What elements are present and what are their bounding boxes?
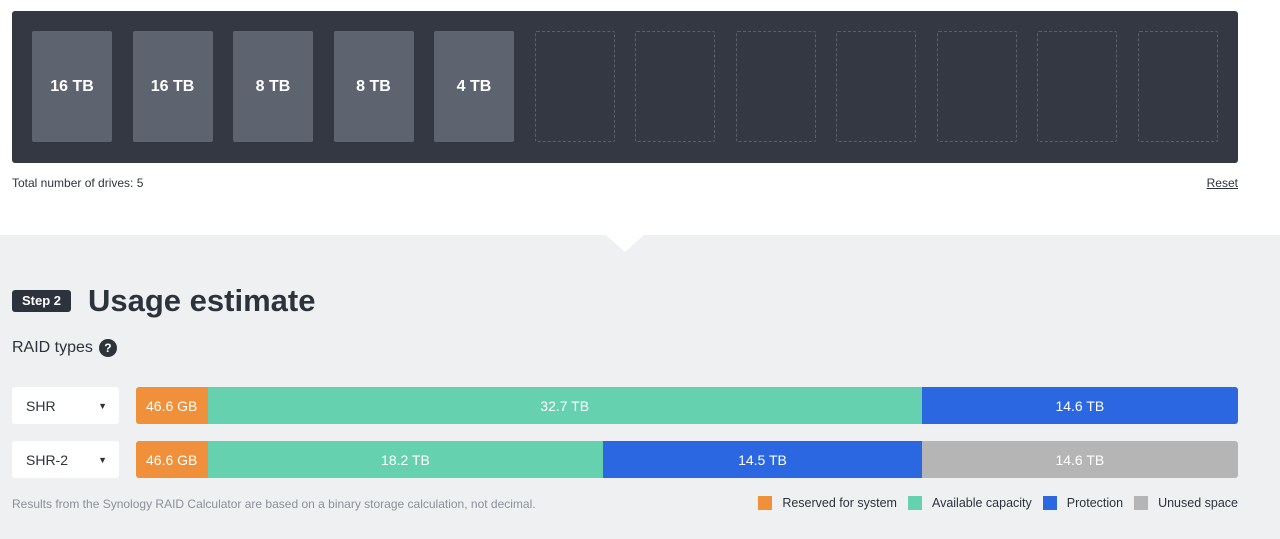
help-icon[interactable]: ?: [98, 339, 117, 357]
available-segment: 18.2 TB: [207, 441, 604, 478]
raid-select-value: SHR-2: [26, 451, 69, 468]
drive-capacity-label: 16 TB: [50, 77, 94, 95]
legend-label: Available capacity: [931, 496, 1032, 510]
legend-swatch: [758, 496, 773, 510]
reserved-segment: 46.6 GB: [136, 441, 208, 478]
raid-type-select-shr[interactable]: SHR ▼: [12, 387, 119, 424]
total-drives-count: Total number of drives: 5: [12, 176, 144, 190]
legend-item-protection: Protection: [1042, 496, 1124, 510]
drive-slot-filled[interactable]: 16 TB: [132, 31, 213, 142]
legend-item-reserved: Reserved for system: [758, 496, 897, 510]
drive-slot-empty[interactable]: [836, 31, 916, 142]
drive-capacity-label: 8 TB: [255, 77, 291, 95]
raid-types-text: RAID types: [12, 339, 93, 356]
drive-capacity-label: 16 TB: [150, 77, 195, 95]
chevron-down-icon: ▼: [98, 400, 107, 411]
reserved-segment: 46.6 GB: [136, 387, 208, 424]
drive-capacity-label: 4 TB: [456, 77, 492, 95]
protection-segment: 14.5 TB: [603, 441, 922, 478]
calculation-footnote: Results from the Synology RAID Calculato…: [12, 497, 536, 511]
drive-slot-empty[interactable]: [635, 31, 715, 142]
legend-item-unused: Unused space: [1134, 496, 1238, 510]
drive-tray: 16 TB 16 TB 8 TB 8 TB 4 TB: [12, 11, 1238, 163]
drive-slot-filled[interactable]: 16 TB: [32, 31, 112, 142]
capacity-bar-shr-2: 46.6 GB 18.2 TB 14.5 TB 14.6 TB: [136, 441, 1238, 478]
legend-swatch: [1042, 496, 1057, 510]
raid-types-label: RAID types ?: [12, 339, 117, 357]
drive-slot-empty[interactable]: [936, 31, 1017, 142]
raid-type-select-shr-2[interactable]: SHR-2 ▼: [12, 441, 119, 478]
legend-item-available: Available capacity: [907, 496, 1032, 510]
legend-swatch: [907, 496, 922, 510]
available-segment: 32.7 TB: [207, 387, 922, 424]
drive-capacity-label: 8 TB: [356, 77, 391, 95]
step-badge: Step 2: [12, 290, 72, 312]
drive-slot-filled[interactable]: 8 TB: [233, 31, 313, 142]
unused-segment: 14.6 TB: [921, 441, 1238, 478]
legend-label: Reserved for system: [782, 496, 897, 510]
legend-swatch: [1134, 496, 1149, 510]
raid-select-value: SHR: [26, 397, 56, 414]
protection-segment: 14.6 TB: [921, 387, 1238, 424]
drive-slot-empty[interactable]: [1037, 31, 1117, 142]
chevron-down-icon: ▼: [98, 454, 107, 465]
drive-slot-empty[interactable]: [735, 31, 816, 142]
legend-label: Unused space: [1158, 496, 1238, 510]
reset-link[interactable]: Reset: [1206, 176, 1238, 190]
legend-label: Protection: [1066, 496, 1124, 510]
section-pointer: [606, 235, 644, 252]
page-title: Usage estimate: [88, 283, 316, 318]
drive-slot-filled[interactable]: 4 TB: [434, 31, 514, 142]
drive-slot-filled[interactable]: 8 TB: [333, 31, 414, 142]
drive-slot-empty[interactable]: [534, 31, 615, 142]
drive-slot-empty[interactable]: [1137, 31, 1218, 142]
legend: Reserved for system Available capacity Pro…: [747, 496, 1238, 510]
capacity-bar-shr: 46.6 GB 32.7 TB 14.6 TB: [136, 387, 1238, 424]
